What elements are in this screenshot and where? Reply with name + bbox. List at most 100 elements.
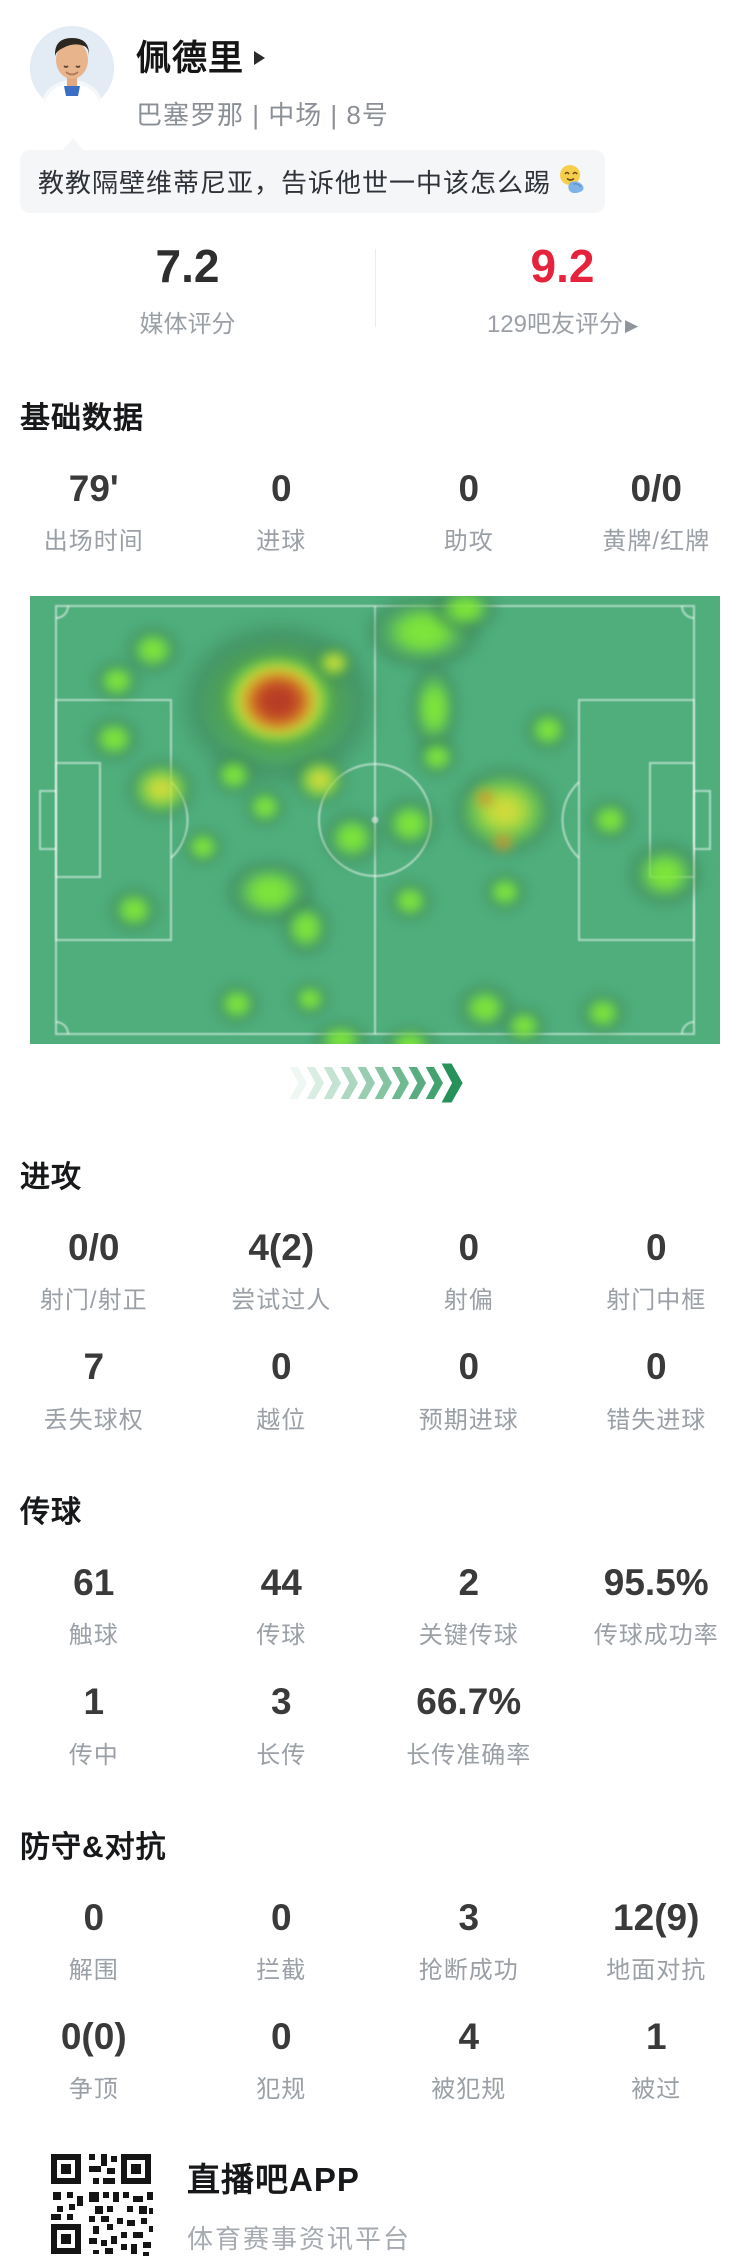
stat-item: 4(2)尝试过人 <box>188 1226 376 1315</box>
heat-blob <box>320 808 384 868</box>
player-team-position: 巴塞罗那 | 中场 | 8号 <box>136 95 389 132</box>
praying-smiley-emoji <box>557 163 587 200</box>
stat-item: 12(9)地面对抗 <box>563 1896 750 1985</box>
stat-item: 61 触球 <box>0 1561 188 1650</box>
heat-blob <box>278 897 334 959</box>
player-header: 佩德里 巴塞罗那 | 中场 | 8号 <box>0 0 750 132</box>
chevron-arrow <box>283 1067 307 1099</box>
stat-item: 0 射门中框 <box>563 1226 750 1315</box>
avatar <box>30 26 114 110</box>
stat-value: 1 <box>0 1680 188 1724</box>
heat-blob <box>490 830 516 854</box>
stat-value: 61 <box>0 1561 188 1605</box>
stat-label: 射门/射正 <box>0 1280 188 1315</box>
heat-blob <box>378 794 442 854</box>
stat-label: 拦截 <box>188 1950 376 1985</box>
stat-value: 0/0 <box>0 1226 188 1270</box>
heat-blob <box>241 785 289 829</box>
heat-blob <box>481 870 529 914</box>
heat-blob <box>180 826 226 868</box>
stat-item: 0/0 黄牌/红牌 <box>563 467 750 556</box>
stat-label: 黄牌/红牌 <box>563 521 750 556</box>
stat-value: 0 <box>375 1345 563 1389</box>
stat-value: 0 <box>375 1226 563 1270</box>
media-rating-value: 7.2 <box>0 241 375 292</box>
stat-value: 1 <box>563 2015 750 2059</box>
stat-item: 0 射偏 <box>375 1226 563 1315</box>
stat-item: 1 传中 <box>0 1680 188 1769</box>
media-rating-label: 媒体评分 <box>0 304 375 339</box>
stat-value: 4 <box>375 2015 563 2059</box>
caret-right-icon <box>254 51 265 65</box>
stat-value: 0 <box>188 467 376 511</box>
stat-label: 争顶 <box>0 2069 188 2104</box>
stat-label: 触球 <box>0 1615 188 1650</box>
fans-rating-value: 9.2 <box>375 241 750 292</box>
stat-item: 0 解围 <box>0 1896 188 1985</box>
heat-blob <box>123 756 199 822</box>
stat-label: 传球成功率 <box>563 1615 750 1650</box>
stat-label: 传中 <box>0 1735 188 1770</box>
heat-blob <box>106 885 162 935</box>
fans-rating-label: 129吧友评分▶ <box>375 304 750 339</box>
stat-item: 66.7%长传准确率 <box>375 1680 563 1769</box>
stat-label: 地面对抗 <box>563 1950 750 1985</box>
stat-label: 犯规 <box>188 2069 376 2104</box>
heat-blob <box>472 786 498 810</box>
player-name-row[interactable]: 佩德里 <box>136 30 389 81</box>
heat-blob <box>385 878 435 924</box>
stat-value: 0 <box>563 1226 750 1270</box>
stat-item: 79'出场时间 <box>0 467 188 556</box>
stat-value: 0 <box>0 1896 188 1940</box>
section-title: 进攻 <box>0 1152 750 1196</box>
stat-item: 0(0)争顶 <box>0 2015 188 2104</box>
section-title: 基础数据 <box>0 393 750 437</box>
stat-item: 95.5%传球成功率 <box>563 1561 750 1650</box>
caret-right-icon: ▶ <box>625 316 638 335</box>
fans-rating[interactable]: 9.2 129吧友评分▶ <box>375 241 750 339</box>
stat-value: 44 <box>188 1561 376 1605</box>
stat-label: 射门中框 <box>563 1280 750 1315</box>
qr-code <box>45 2148 157 2260</box>
stat-value: 3 <box>188 1680 376 1724</box>
ratings-row: 7.2 媒体评分 9.2 129吧友评分▶ <box>0 241 750 339</box>
stat-value: 0 <box>188 2015 376 2059</box>
fan-comment-bubble: 教教隔壁维蒂尼亚，告诉他世一中该怎么踢 <box>20 150 605 213</box>
app-name: 直播吧APP <box>187 2153 411 2201</box>
heat-blob <box>288 979 332 1019</box>
stat-item: 0/0 射门/射正 <box>0 1226 188 1315</box>
section-title: 防守&对抗 <box>0 1822 750 1866</box>
stat-value: 7 <box>0 1345 188 1389</box>
stat-label: 解围 <box>0 1950 188 1985</box>
player-photo <box>30 26 114 110</box>
heat-blob <box>91 658 143 704</box>
stat-value: 0/0 <box>563 467 750 511</box>
app-footer: 直播吧APP 体育赛事资讯平台 <box>0 2148 750 2260</box>
stat-label: 出场时间 <box>0 521 188 556</box>
app-tagline: 体育赛事资讯平台 <box>187 2219 411 2256</box>
stat-label: 射偏 <box>375 1280 563 1315</box>
heat-blob <box>499 1004 549 1044</box>
stat-label: 预期进球 <box>375 1400 563 1435</box>
